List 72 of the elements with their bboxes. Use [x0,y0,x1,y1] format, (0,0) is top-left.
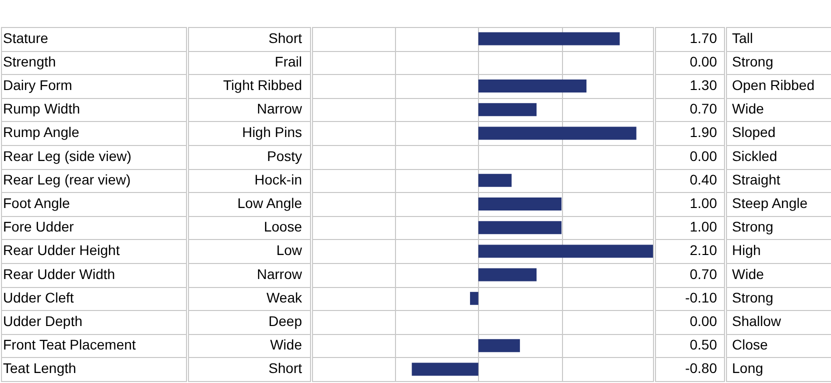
y-tick-label: Foot Angle [3,195,70,211]
data-label: 0.00 [690,53,718,70]
data-label: 0.00 [690,313,718,329]
y-tick-label: Rear Udder Width [3,266,116,282]
y-tick-label: Rear Udder Height [3,242,120,258]
text: Strong [732,289,774,306]
data-label: -0.10 [685,289,718,306]
y-tick-label: Udder Cleft [3,289,74,306]
bar [412,362,478,376]
text: Sickled [732,148,778,164]
bar [478,174,512,187]
text: Frail [274,53,302,70]
bar [478,198,562,210]
y-tick-label: Teat Length [3,360,76,376]
data-label: 0.70 [690,266,718,282]
bar [478,32,620,46]
y-tick-label: Fore Udder [3,218,74,235]
text: Tight Ribbed [223,77,302,93]
text: Deep [268,313,302,329]
text: Posty [266,148,302,164]
text: Loose [264,218,302,235]
text: Strong [732,53,774,70]
y-tick-label: Front Teat Placement [3,336,136,353]
text: Low [276,242,303,258]
y-tick-label: Dairy Form [3,77,72,93]
text: Wide [732,266,764,282]
text: Steep Angle [732,195,808,211]
bar [478,80,586,92]
data-label: 0.50 [690,336,718,353]
y-tick-label: Rump Width [3,100,80,117]
bar [478,221,562,234]
text: Tall [732,30,754,46]
text: Wide [270,336,302,353]
data-label: 1.00 [690,218,718,235]
y-tick-label: Rump Angle [3,124,80,140]
bar [478,126,636,140]
text: Short [268,360,302,376]
y-tick-label: Rear Leg (side view) [3,148,132,164]
data-label: 1.70 [690,30,718,46]
data-label: 1.00 [690,195,718,211]
data-label: 0.40 [690,171,718,188]
y-tick-label: Stature [3,30,48,46]
text: Shallow [732,313,782,329]
data-label: 1.90 [690,124,718,140]
bar [478,268,537,282]
bar [478,339,520,352]
text: Straight [732,171,780,188]
text: Sloped [732,124,776,140]
text: High Pins [242,124,302,140]
y-tick-label: Rear Leg (rear view) [3,171,131,188]
text: Wide [732,100,764,117]
data-label: -0.80 [685,360,718,376]
text: High [732,242,761,258]
text: Low Angle [237,195,302,211]
text: Close [732,336,768,353]
text: Weak [266,289,303,306]
bar [470,292,478,305]
y-tick-label: Strength [3,53,56,70]
text: Long [732,360,764,376]
text: Narrow [256,266,303,282]
y-tick-label: Udder Depth [3,313,82,329]
bar [478,244,653,258]
text: Open Ribbed [732,77,815,93]
text: Hock-in [254,171,302,188]
data-label: 0.00 [690,148,718,164]
bar [478,103,537,116]
data-label: 2.10 [690,242,718,258]
text: Narrow [256,100,303,117]
data-label: 0.70 [690,100,718,117]
text: Short [268,30,302,46]
data-label: 1.30 [690,77,718,93]
text: Strong [732,218,774,235]
